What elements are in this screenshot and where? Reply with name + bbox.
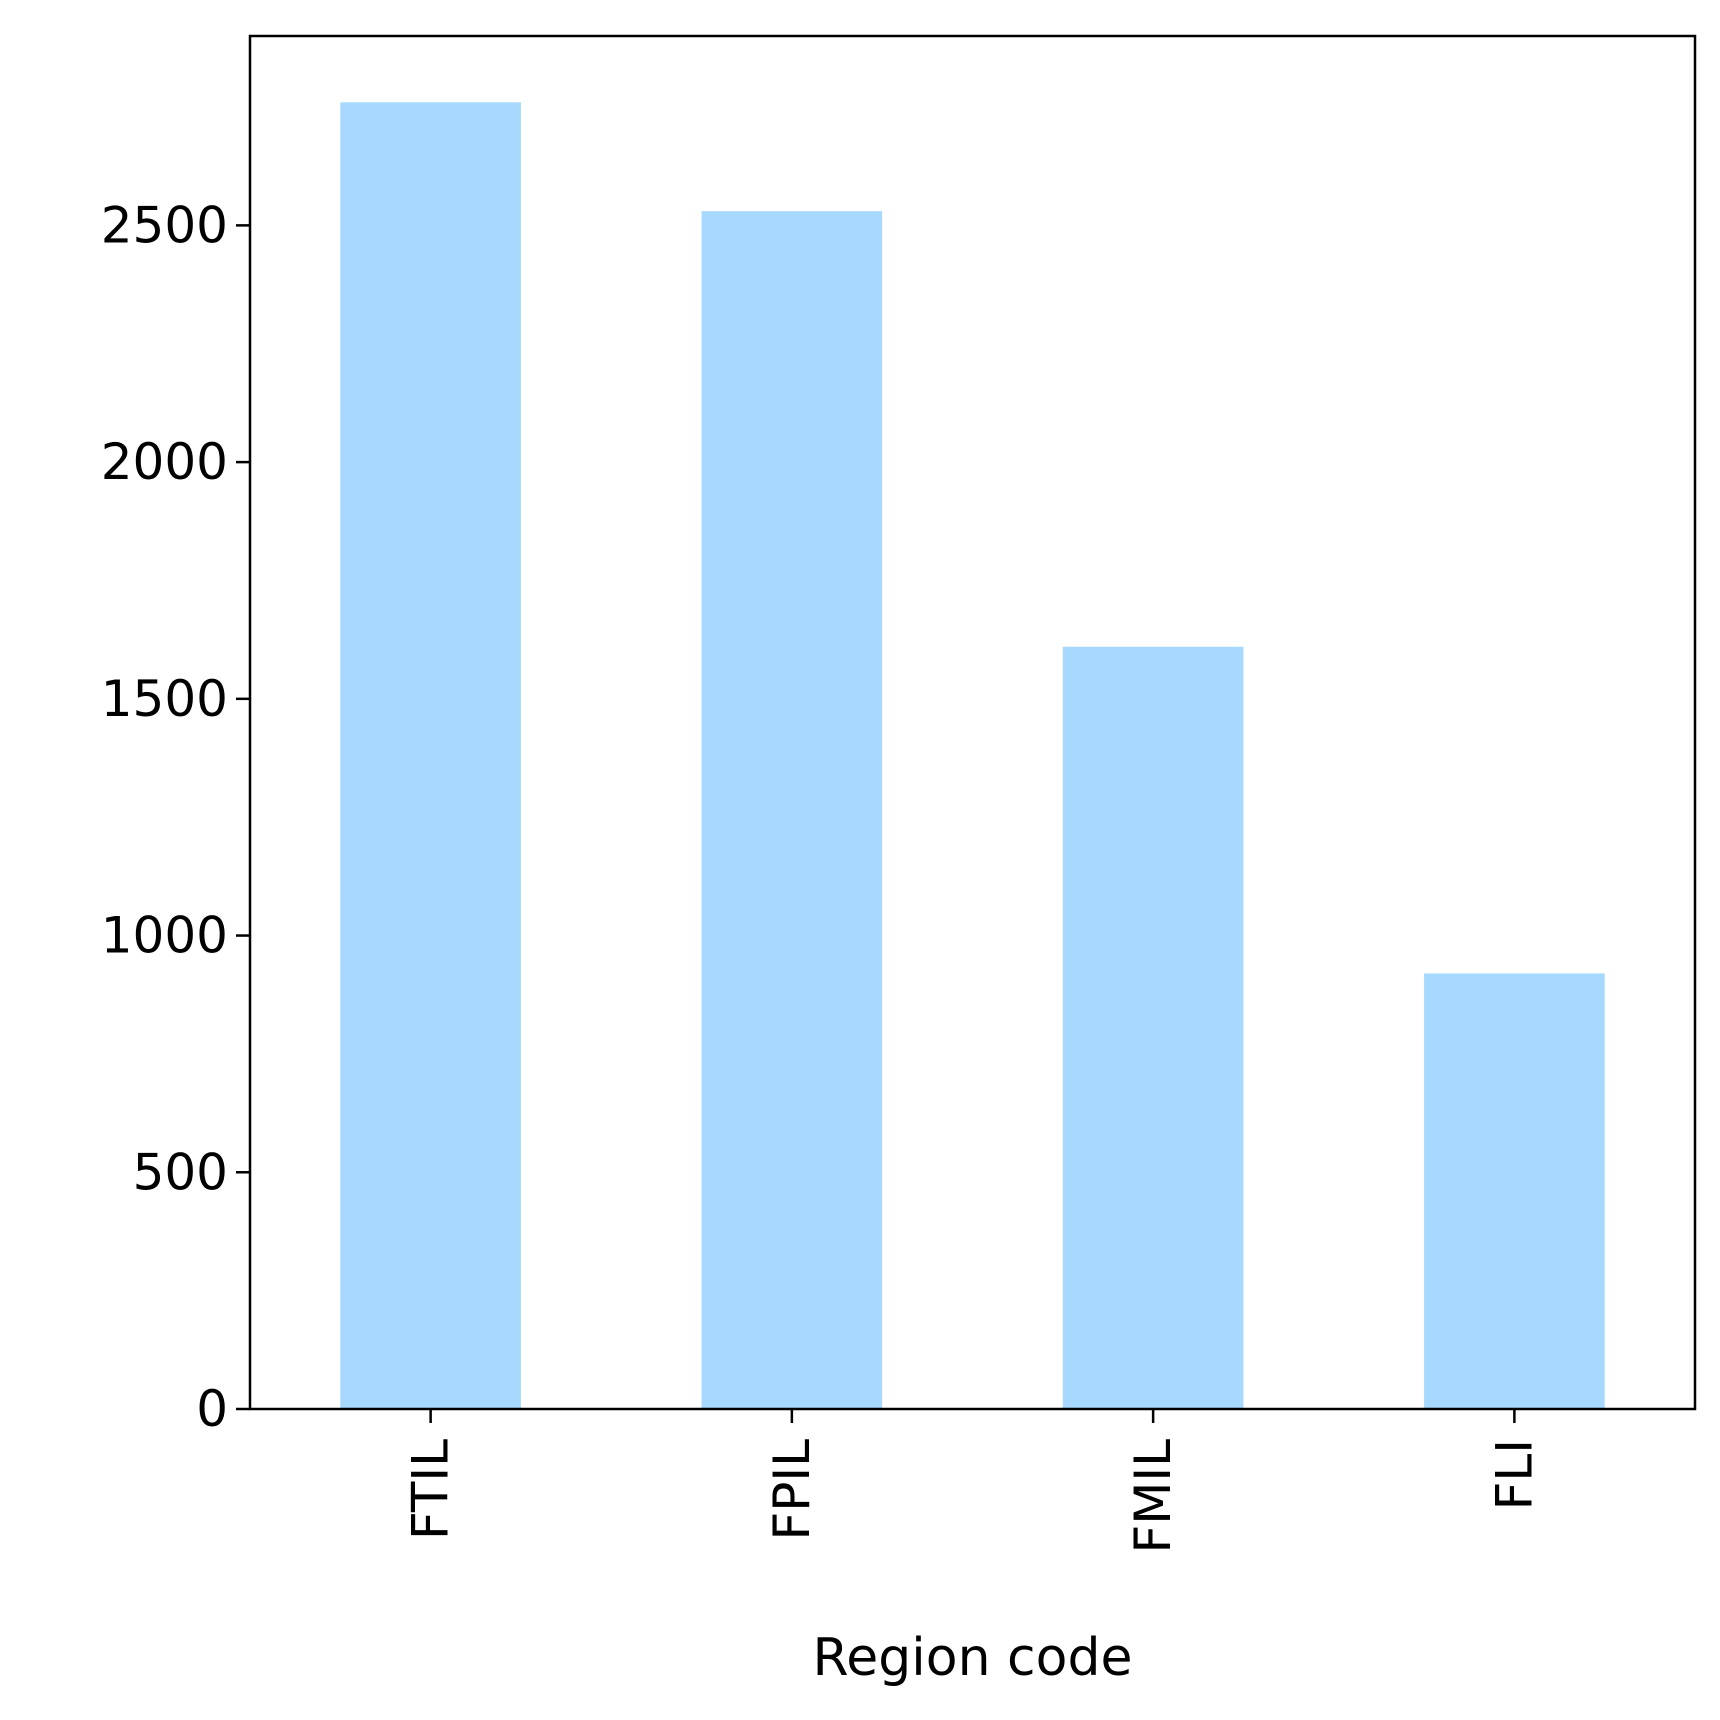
x-tick-label: FLI (1485, 1439, 1543, 1510)
y-tick-label: 1000 (101, 907, 228, 965)
bar-fmil (1062, 646, 1244, 1409)
bar-ftil (340, 102, 521, 1410)
y-tick-label: 2000 (101, 433, 228, 491)
y-axis-ticks: 0 500 1000 1500 2000 2500 (101, 196, 250, 1438)
bar-fli (1424, 973, 1605, 1409)
bars-group (340, 102, 1605, 1410)
x-axis-ticks: FTIL FPIL FMIL FLI (402, 1409, 1543, 1554)
x-tick-label: FPIL (763, 1439, 821, 1541)
plot-frame (248, 34, 1697, 1411)
bar-fpil (701, 211, 883, 1409)
y-tick-label: 2500 (101, 196, 228, 254)
y-tick-label: 0 (196, 1380, 228, 1438)
x-tick-label: FMIL (1124, 1439, 1182, 1554)
x-tick-label: FTIL (402, 1439, 460, 1540)
x-axis-label: Region code (813, 1628, 1133, 1688)
y-tick-label: 500 (133, 1143, 228, 1201)
y-tick-label: 1500 (101, 670, 228, 728)
